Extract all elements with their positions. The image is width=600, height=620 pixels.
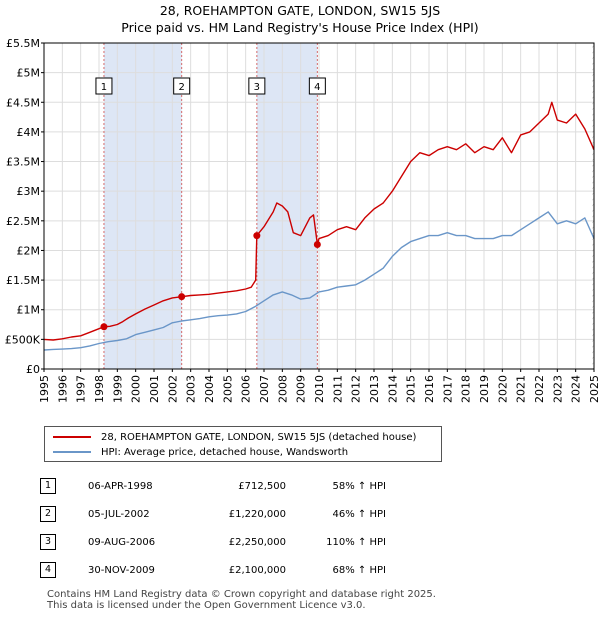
transaction-number: 3 [40, 534, 56, 550]
y-tick-label: £3.5M [6, 156, 40, 169]
x-tick-label: 2005 [221, 375, 234, 403]
transaction-price: £2,100,000 [228, 564, 286, 576]
table-row: 4 30-NOV-2009 £2,100,000 68% ↑ HPI [40, 556, 386, 584]
x-tick-label: 2019 [478, 375, 491, 403]
transaction-date: 30-NOV-2009 [88, 564, 155, 576]
sale-label: 1 [101, 82, 107, 93]
chart-subtitle: Price paid vs. HM Land Registry's House … [121, 20, 479, 35]
x-tick-label: 2024 [570, 375, 583, 403]
x-tick-label: 2023 [551, 375, 564, 403]
sale-point [313, 241, 321, 249]
price-chart: 1 2 3 4 £0 £500K £1M £1.5M £2M £2.5M £3M £3.5M £4M £4… [5, 37, 600, 403]
x-tick-label: 2016 [423, 375, 436, 403]
y-tick-label: £1M [17, 304, 41, 317]
transaction-date: 05-JUL-2002 [88, 508, 150, 520]
legend-label-property: 28, ROEHAMPTON GATE, LONDON, SW15 5JS (d… [101, 431, 417, 443]
y-tick-label: £4.5M [6, 96, 40, 109]
legend-label-hpi: HPI: Average price, detached house, Wand… [101, 446, 349, 458]
legend-item-property: 28, ROEHAMPTON GATE, LONDON, SW15 5JS (d… [53, 430, 416, 444]
y-tick-label: £5M [17, 67, 41, 80]
transaction-number: 1 [40, 478, 56, 494]
x-tick-label: 2025 [588, 375, 600, 403]
transaction-hpi: 68% ↑ HPI [332, 564, 386, 576]
forecast-hatch [592, 43, 594, 369]
x-tick-label: 2002 [166, 375, 179, 403]
x-tick-label: 2010 [313, 375, 326, 403]
sale-period-band [256, 43, 318, 369]
transaction-number: 2 [40, 506, 56, 522]
x-tick-label: 2000 [130, 375, 143, 403]
transaction-hpi: 58% ↑ HPI [332, 480, 386, 492]
property-price-line [43, 101, 595, 341]
y-tick-label: £2.5M [6, 215, 40, 228]
x-tick-label: 1997 [75, 375, 88, 403]
table-row: 1 06-APR-1998 £712,500 58% ↑ HPI [40, 472, 386, 500]
x-tick-label: 2007 [258, 375, 271, 403]
sale-label-box [95, 77, 113, 95]
transaction-hpi: 46% ↑ HPI [332, 508, 386, 520]
x-tick-label: 1998 [93, 375, 106, 403]
x-tick-label: 2009 [295, 375, 308, 403]
sale-period-band [103, 43, 182, 369]
x-tick-label: 2020 [496, 375, 509, 403]
x-tick-label: 2015 [405, 375, 418, 403]
transaction-number: 4 [40, 562, 56, 578]
sale-point [178, 293, 186, 301]
legend-swatch-hpi [53, 451, 91, 453]
x-tick-label: 2021 [515, 375, 528, 403]
transaction-price: £2,250,000 [228, 536, 286, 548]
table-row: 2 05-JUL-2002 £1,220,000 46% ↑ HPI [40, 500, 386, 528]
legend-item-hpi: HPI: Average price, detached house, Wand… [53, 445, 348, 459]
x-tick-label: 2001 [148, 375, 161, 403]
y-tick-label: £4M [17, 126, 41, 139]
transaction-price: £1,220,000 [228, 508, 286, 520]
x-tick-label: 1996 [56, 375, 69, 403]
y-tick-label: £1.5M [6, 274, 40, 287]
transactions-table: 1 06-APR-1998 £712,500 58% ↑ HPI 2 05-JU… [40, 472, 386, 584]
legend: 28, ROEHAMPTON GATE, LONDON, SW15 5JS (d… [44, 426, 442, 462]
y-tick-label: £500K [5, 333, 41, 346]
sale-label-box [308, 77, 326, 95]
sale-label: 3 [254, 82, 260, 93]
x-tick-label: 2012 [350, 375, 363, 403]
y-tick-label: £0 [26, 363, 40, 376]
x-tick-label: 2022 [533, 375, 546, 403]
transaction-date: 06-APR-1998 [88, 480, 153, 492]
x-tick-label: 2013 [368, 375, 381, 403]
y-tick-label: £3M [17, 185, 41, 198]
footer-licence: This data is licensed under the Open Gov… [47, 599, 366, 611]
sale-label: 2 [178, 82, 184, 93]
table-row: 3 09-AUG-2006 £2,250,000 110% ↑ HPI [40, 528, 386, 556]
y-tick-label: £2M [17, 244, 41, 257]
sale-point [253, 232, 261, 240]
y-tick-label: £5.5M [6, 37, 40, 50]
sale-label: 4 [314, 82, 320, 93]
x-tick-label: 2004 [203, 375, 216, 403]
transaction-hpi: 110% ↑ HPI [326, 536, 386, 548]
footer: Contains HM Land Registry data © Crown c… [47, 589, 436, 611]
x-tick-label: 2011 [331, 375, 344, 403]
sale-label-box [248, 77, 266, 95]
transaction-price: £712,500 [238, 480, 286, 492]
x-tick-label: 2017 [441, 375, 454, 403]
sale-point [100, 323, 108, 331]
hpi-line [43, 211, 595, 351]
x-tick-label: 2003 [185, 375, 198, 403]
legend-swatch-property [53, 436, 91, 438]
x-tick-label: 2014 [386, 375, 399, 403]
sale-label-box [173, 77, 191, 95]
x-tick-label: 2018 [460, 375, 473, 403]
x-tick-label: 1999 [111, 375, 124, 403]
x-tick-label: 2006 [240, 375, 253, 403]
x-tick-label: 2008 [276, 375, 289, 403]
footer-copyright: Contains HM Land Registry data © Crown c… [47, 589, 436, 600]
chart-title: 28, ROEHAMPTON GATE, LONDON, SW15 5JS [159, 3, 441, 18]
transaction-date: 09-AUG-2006 [88, 536, 156, 548]
x-tick-label: 1995 [38, 375, 51, 403]
